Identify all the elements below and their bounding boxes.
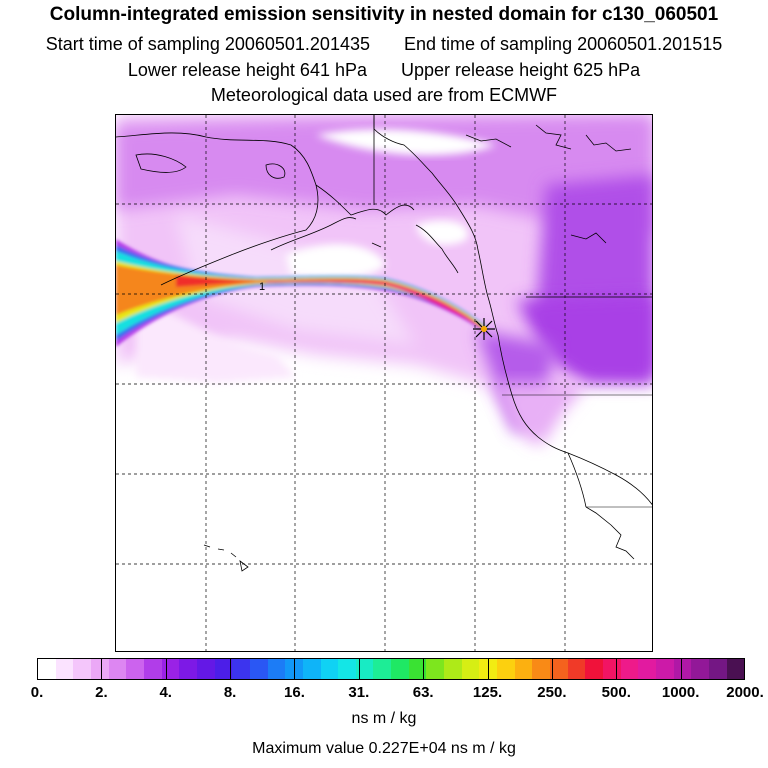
borders <box>373 115 652 508</box>
colorbar-tick-label: 16. <box>284 684 305 701</box>
colorbar-swatch <box>673 659 692 679</box>
colorbar-divider <box>101 659 103 679</box>
colorbar-swatch <box>338 659 356 679</box>
colorbar-swatch <box>726 659 745 679</box>
colorbar-swatch <box>391 659 409 679</box>
colorbar-tick-label: 63. <box>412 684 434 701</box>
colorbar-divider <box>165 659 167 679</box>
colorbar-swatch <box>267 659 286 679</box>
colorbar-tick-label: 2000. <box>726 684 764 701</box>
colorbar-divider <box>358 659 360 679</box>
colorbar-swatch <box>620 659 639 679</box>
colorbar-swatch <box>143 659 162 679</box>
colorbar-swatch <box>497 659 515 679</box>
colorbar-tick-label: 125. <box>472 684 503 701</box>
colorbar-swatch <box>73 659 91 679</box>
colorbar-swatch <box>532 659 551 679</box>
colorbar-swatch <box>214 659 233 679</box>
colorbar-tick-label: 0. <box>30 684 44 701</box>
colorbar-unit-label: ns m / kg <box>351 710 417 727</box>
colorbar-swatch <box>514 659 533 679</box>
colorbar-divider <box>230 659 232 679</box>
colorbar-swatch <box>108 659 127 679</box>
end-time-label: End time of sampling 20060501.201515 <box>404 34 723 54</box>
contour-label: 1 <box>259 281 265 293</box>
colorbar-swatch <box>90 659 109 679</box>
colorbar-swatch <box>603 659 621 679</box>
colorbar-tick-label: 4. <box>159 684 172 701</box>
colorbar-tick-label: 8. <box>223 684 237 701</box>
emission-plume <box>116 239 488 347</box>
colorbar-divider <box>487 659 489 679</box>
start-time-label: Start time of sampling 20060501.201435 <box>45 34 370 54</box>
met-data-label: Meteorological data used are from ECMWF <box>210 85 558 105</box>
colorbar-tick-label: 250. <box>537 684 567 701</box>
sensitivity-field <box>116 115 652 445</box>
colorbar-divider <box>680 659 682 679</box>
colorbar-divider <box>294 659 296 679</box>
colorbar-tick-label: 500. <box>601 684 631 701</box>
colorbar-swatch <box>638 659 656 679</box>
colorbar-tick-label: 31. <box>348 684 370 701</box>
colorbar-swatch <box>355 659 374 679</box>
map-canvas: 1 <box>116 115 652 651</box>
colorbar-ticks: 0. 2. 4. 8. 16. 31. 63. 125. 250. 500. 1000. 2000. <box>0 684 768 704</box>
colorbar-swatch <box>179 659 197 679</box>
sampling-times: Start time of sampling 20060501.201435 En… <box>0 34 768 55</box>
lower-release-height-label: Lower release height 641 hPa <box>127 60 367 80</box>
colorbar-swatch <box>38 659 56 679</box>
sensitivity-map: 1 <box>115 114 653 652</box>
release-heights: Lower release height 641 hPa Upper releas… <box>0 60 768 81</box>
colorbar <box>37 658 745 680</box>
colorbar-swatch <box>550 659 568 679</box>
colorbar-swatch <box>126 659 144 679</box>
colorbar-swatch <box>373 659 392 679</box>
colorbar-tick-label: 2. <box>95 684 108 701</box>
colorbar-swatch <box>585 659 603 679</box>
coastlines <box>116 115 652 572</box>
colorbar-swatch <box>655 659 674 679</box>
colorbar-swatch <box>55 659 74 679</box>
maximum-value-label: Maximum value 0.227E+04 ns m / kg <box>252 740 516 757</box>
colorbar-swatch <box>249 659 268 679</box>
colorbar-swatch <box>408 659 427 679</box>
plot-title: Column-integrated emission sensitivity i… <box>49 4 719 25</box>
colorbar-swatch <box>196 659 215 679</box>
colorbar-divider <box>616 659 618 679</box>
colorbar-swatch <box>444 659 462 679</box>
colorbar-swatch <box>302 659 321 679</box>
colorbar-swatch <box>161 659 180 679</box>
colorbar-swatch <box>567 659 586 679</box>
upper-release-height-label: Upper release height 625 hPa <box>401 60 641 80</box>
colorbar-divider <box>423 659 425 679</box>
colorbar-swatch <box>708 659 727 679</box>
colorbar-swatch <box>285 659 303 679</box>
colorbar-swatch <box>461 659 480 679</box>
colorbar-tick-label: 1000. <box>661 684 700 701</box>
colorbar-swatch <box>320 659 339 679</box>
colorbar-divider <box>551 659 553 679</box>
star-icon <box>473 318 495 340</box>
colorbar-swatch <box>426 659 445 679</box>
colorbar-swatch <box>232 659 250 679</box>
colorbar-swatch <box>691 659 709 679</box>
